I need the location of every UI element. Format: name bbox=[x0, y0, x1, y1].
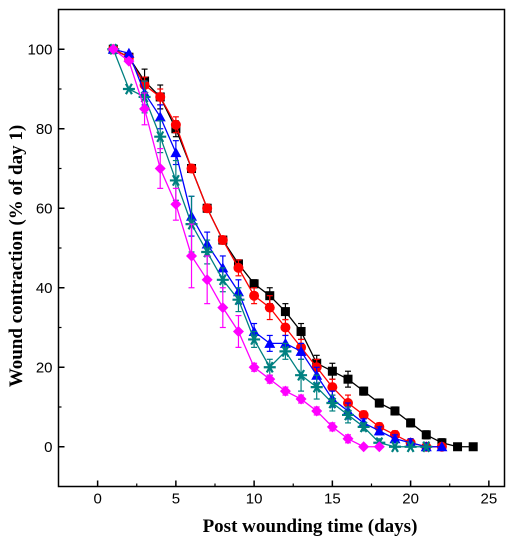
x-tick-label: 20 bbox=[402, 491, 419, 508]
series-5 bbox=[107, 43, 385, 453]
data-point bbox=[217, 302, 229, 314]
data-point bbox=[390, 406, 400, 416]
data-point bbox=[249, 290, 260, 301]
data-point bbox=[279, 385, 291, 397]
data-point bbox=[139, 103, 151, 115]
data-point bbox=[170, 198, 182, 210]
data-point bbox=[122, 83, 135, 95]
data-point bbox=[373, 441, 385, 453]
data-point bbox=[295, 345, 307, 356]
data-point bbox=[295, 369, 308, 381]
data-point bbox=[358, 441, 370, 453]
series-3 bbox=[107, 43, 448, 452]
data-point bbox=[404, 441, 417, 453]
data-point bbox=[280, 322, 291, 333]
data-point bbox=[389, 433, 401, 444]
series-line bbox=[112, 48, 380, 448]
data-point bbox=[232, 293, 245, 306]
data-point bbox=[326, 397, 339, 409]
data-point bbox=[232, 325, 244, 337]
data-point bbox=[123, 47, 135, 58]
x-tick-label: 0 bbox=[93, 491, 101, 508]
x-tick-label: 15 bbox=[324, 491, 341, 508]
series-1 bbox=[108, 44, 478, 452]
x-tick-label: 25 bbox=[481, 491, 498, 508]
data-point bbox=[249, 279, 259, 289]
data-point bbox=[202, 203, 213, 214]
data-point bbox=[233, 262, 244, 273]
data-point bbox=[420, 441, 433, 453]
y-tick-label: 60 bbox=[36, 200, 53, 217]
data-point bbox=[468, 442, 478, 452]
data-point bbox=[405, 437, 417, 448]
data-point bbox=[388, 441, 401, 453]
data-point bbox=[154, 130, 167, 143]
data-point bbox=[326, 421, 338, 433]
x-axis-title: Post wounding time (days) bbox=[203, 516, 418, 537]
y-tick-label: 20 bbox=[36, 359, 53, 376]
y-tick-label: 100 bbox=[27, 41, 52, 58]
data-point bbox=[327, 366, 337, 376]
x-tick-label: 5 bbox=[172, 491, 180, 508]
data-point bbox=[373, 425, 385, 436]
data-point bbox=[406, 418, 416, 428]
data-point bbox=[374, 398, 384, 408]
data-point bbox=[327, 382, 338, 393]
data-point bbox=[186, 250, 198, 262]
data-point bbox=[311, 405, 323, 417]
series-line bbox=[113, 48, 442, 448]
data-point bbox=[154, 111, 166, 122]
data-point bbox=[453, 442, 463, 452]
data-point bbox=[263, 361, 276, 373]
x-tick-label: 10 bbox=[246, 491, 263, 508]
data-point bbox=[436, 441, 448, 452]
y-tick-label: 80 bbox=[36, 121, 53, 138]
data-point bbox=[123, 55, 135, 67]
data-point bbox=[358, 409, 369, 420]
series-layer bbox=[107, 43, 478, 453]
series-line bbox=[112, 48, 442, 448]
y-tick-label: 0 bbox=[44, 439, 52, 456]
data-point bbox=[310, 381, 323, 393]
data-point bbox=[216, 274, 229, 286]
data-point bbox=[343, 374, 353, 384]
data-point bbox=[342, 409, 355, 421]
data-point bbox=[107, 43, 119, 55]
series-4 bbox=[107, 43, 433, 453]
data-point bbox=[421, 430, 431, 440]
data-point bbox=[248, 361, 260, 373]
data-point bbox=[154, 163, 166, 174]
data-point bbox=[280, 307, 290, 317]
data-point bbox=[155, 91, 166, 102]
y-tick-label: 40 bbox=[36, 280, 53, 297]
data-point bbox=[169, 174, 182, 187]
data-point bbox=[201, 274, 213, 286]
data-point bbox=[279, 345, 292, 358]
data-point bbox=[359, 386, 369, 396]
data-point bbox=[357, 421, 370, 433]
data-point bbox=[248, 333, 261, 346]
data-point bbox=[217, 235, 228, 246]
data-point bbox=[186, 163, 197, 174]
axes: 0 5 10 15 20 25 0 20 40 60 80 100 bbox=[27, 41, 497, 507]
data-point bbox=[264, 373, 276, 385]
y-axis-title: Wound contraction (% of day 1) bbox=[6, 125, 27, 387]
data-point bbox=[296, 326, 306, 336]
data-point bbox=[170, 119, 181, 130]
data-point bbox=[264, 337, 276, 348]
data-point bbox=[264, 302, 275, 313]
data-point bbox=[295, 393, 307, 405]
data-point bbox=[342, 433, 354, 445]
data-point bbox=[170, 147, 182, 158]
